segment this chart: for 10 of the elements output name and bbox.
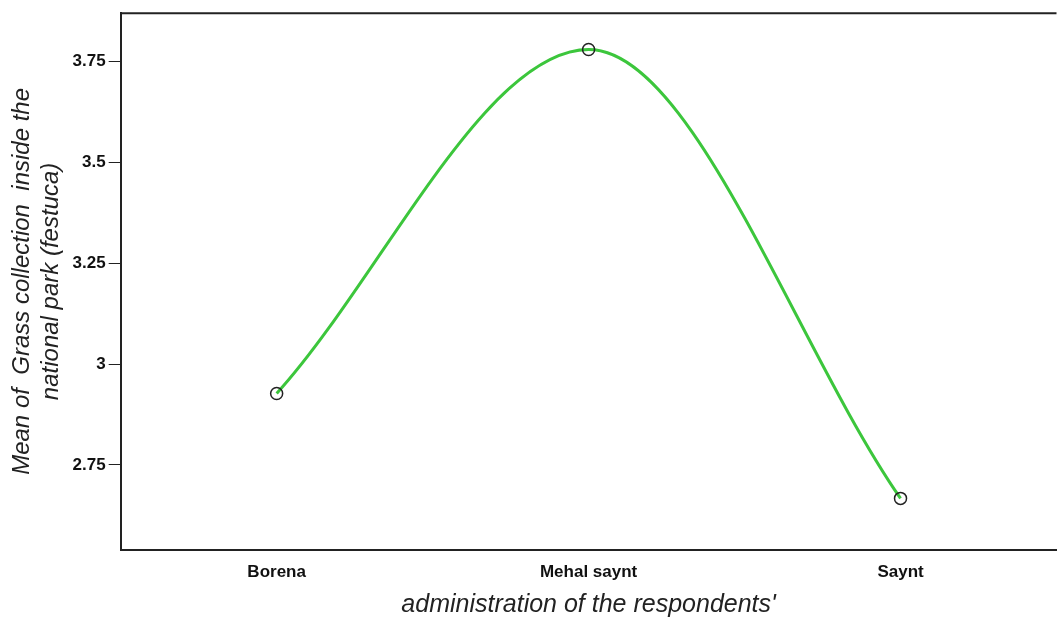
y-tick-label: 2.75 xyxy=(72,454,106,474)
y-tick-label: 3.75 xyxy=(72,51,106,71)
x-tick-label: Borena xyxy=(247,562,307,582)
y-axis-title: Mean of Grass collection inside the national park (festuca) xyxy=(7,87,63,475)
y-tick-label: 3.5 xyxy=(82,152,106,172)
y-tick-label: 3 xyxy=(96,353,106,373)
x-axis-title: administration of the respondents' xyxy=(401,588,778,617)
x-tick-label: Mehal saynt xyxy=(539,562,638,582)
x-tick-label: Saynt xyxy=(877,562,925,582)
y-tick-label: 3.25 xyxy=(72,252,106,272)
